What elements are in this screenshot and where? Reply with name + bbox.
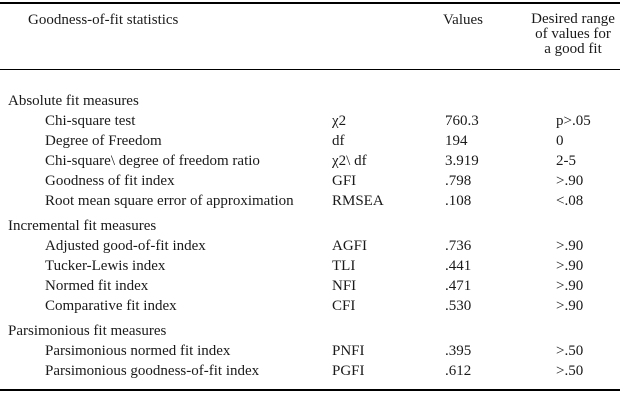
header-values: Values [443, 12, 483, 28]
row-desired-range: 2-5 [556, 153, 576, 169]
header-desired-range: Desired range of values for a good fit [516, 12, 620, 57]
row-label: Chi-square test [45, 113, 136, 129]
row-symbol: PGFI [332, 363, 365, 379]
table-row: Degree of Freedom df 194 0 [0, 131, 620, 151]
row-desired-range: p>.05 [556, 113, 591, 129]
row-symbol: df [332, 133, 345, 149]
row-symbol: TLI [332, 258, 356, 274]
row-symbol: PNFI [332, 343, 365, 359]
table-row: Chi-square test χ2 760.3 p>.05 [0, 111, 620, 131]
row-label: Parsimonious normed fit index [45, 343, 231, 359]
row-symbol: RMSEA [332, 193, 384, 209]
row-desired-range: >.90 [556, 238, 584, 254]
row-symbol: χ2\ df [332, 153, 367, 169]
row-desired-range: <.08 [556, 193, 584, 209]
table-row: Goodness of fit index GFI .798 >.90 [0, 171, 620, 191]
row-value: .798 [445, 173, 472, 189]
row-desired-range: >.90 [556, 173, 584, 189]
row-desired-range: >.50 [556, 343, 584, 359]
goodness-of-fit-table: Goodness-of-fit statistics Values Desire… [0, 2, 620, 391]
section-title: Parsimonious fit measures [8, 323, 167, 339]
row-value: .395 [445, 343, 472, 359]
header-desired-range-line1: Desired range [531, 11, 615, 27]
row-value: .736 [445, 238, 472, 254]
header-desired-range-line2: of values for [535, 26, 611, 42]
row-label: Chi-square\ degree of freedom ratio [45, 153, 260, 169]
table-section: Incremental fit measures Adjusted good-of… [0, 216, 620, 316]
row-label: Degree of Freedom [45, 133, 162, 149]
table-section: Parsimonious fit measures Parsimonious no… [0, 321, 620, 381]
row-desired-range: >.90 [556, 298, 584, 314]
row-label: Tucker-Lewis index [45, 258, 166, 274]
row-desired-range: 0 [556, 133, 564, 149]
table-row: Parsimonious goodness-of-fit index PGFI .6… [0, 361, 620, 381]
table-row: Normed fit index NFI .471 >.90 [0, 276, 620, 296]
row-symbol: NFI [332, 278, 357, 294]
header-statistics: Goodness-of-fit statistics [28, 12, 179, 28]
row-value: .441 [445, 258, 472, 274]
row-desired-range: >.90 [556, 278, 584, 294]
table-row: Adjusted good-of-fit index AGFI .736 >.90 [0, 236, 620, 256]
row-desired-range: >.50 [556, 363, 584, 379]
table-row: Parsimonious normed fit index PNFI .395 >.5… [0, 341, 620, 361]
table-row: Chi-square\ degree of freedom ratio χ2\ d… [0, 151, 620, 171]
row-symbol: CFI [332, 298, 356, 314]
row-symbol: χ2 [332, 113, 347, 129]
table-header: Goodness-of-fit statistics Values Desire… [0, 4, 620, 70]
row-value: 194 [445, 133, 468, 149]
row-label: Normed fit index [45, 278, 149, 294]
table-row: Comparative fit index CFI .530 >.90 [0, 296, 620, 316]
row-value: .612 [445, 363, 472, 379]
row-value: 3.919 [445, 153, 479, 169]
row-value: .471 [445, 278, 472, 294]
row-label: Goodness of fit index [45, 173, 175, 189]
row-symbol: GFI [332, 173, 357, 189]
row-desired-range: >.90 [556, 258, 584, 274]
row-label: Adjusted good-of-fit index [45, 238, 206, 254]
row-value: 760.3 [445, 113, 479, 129]
row-label: Parsimonious goodness-of-fit index [45, 363, 260, 379]
section-title: Incremental fit measures [8, 218, 157, 234]
row-value: .530 [445, 298, 472, 314]
row-label: Comparative fit index [45, 298, 177, 314]
table-row: Root mean square error of approximation R… [0, 191, 620, 211]
row-symbol: AGFI [332, 238, 368, 254]
header-desired-range-line3: a good fit [544, 41, 602, 57]
row-label: Root mean square error of approximation [45, 193, 294, 209]
table-body: Absolute fit measures Chi-square test χ2 76… [0, 70, 620, 391]
table-section: Absolute fit measures Chi-square test χ2 76… [0, 91, 620, 211]
section-title: Absolute fit measures [8, 93, 139, 109]
row-value: .108 [445, 193, 472, 209]
table-row: Tucker-Lewis index TLI .441 >.90 [0, 256, 620, 276]
